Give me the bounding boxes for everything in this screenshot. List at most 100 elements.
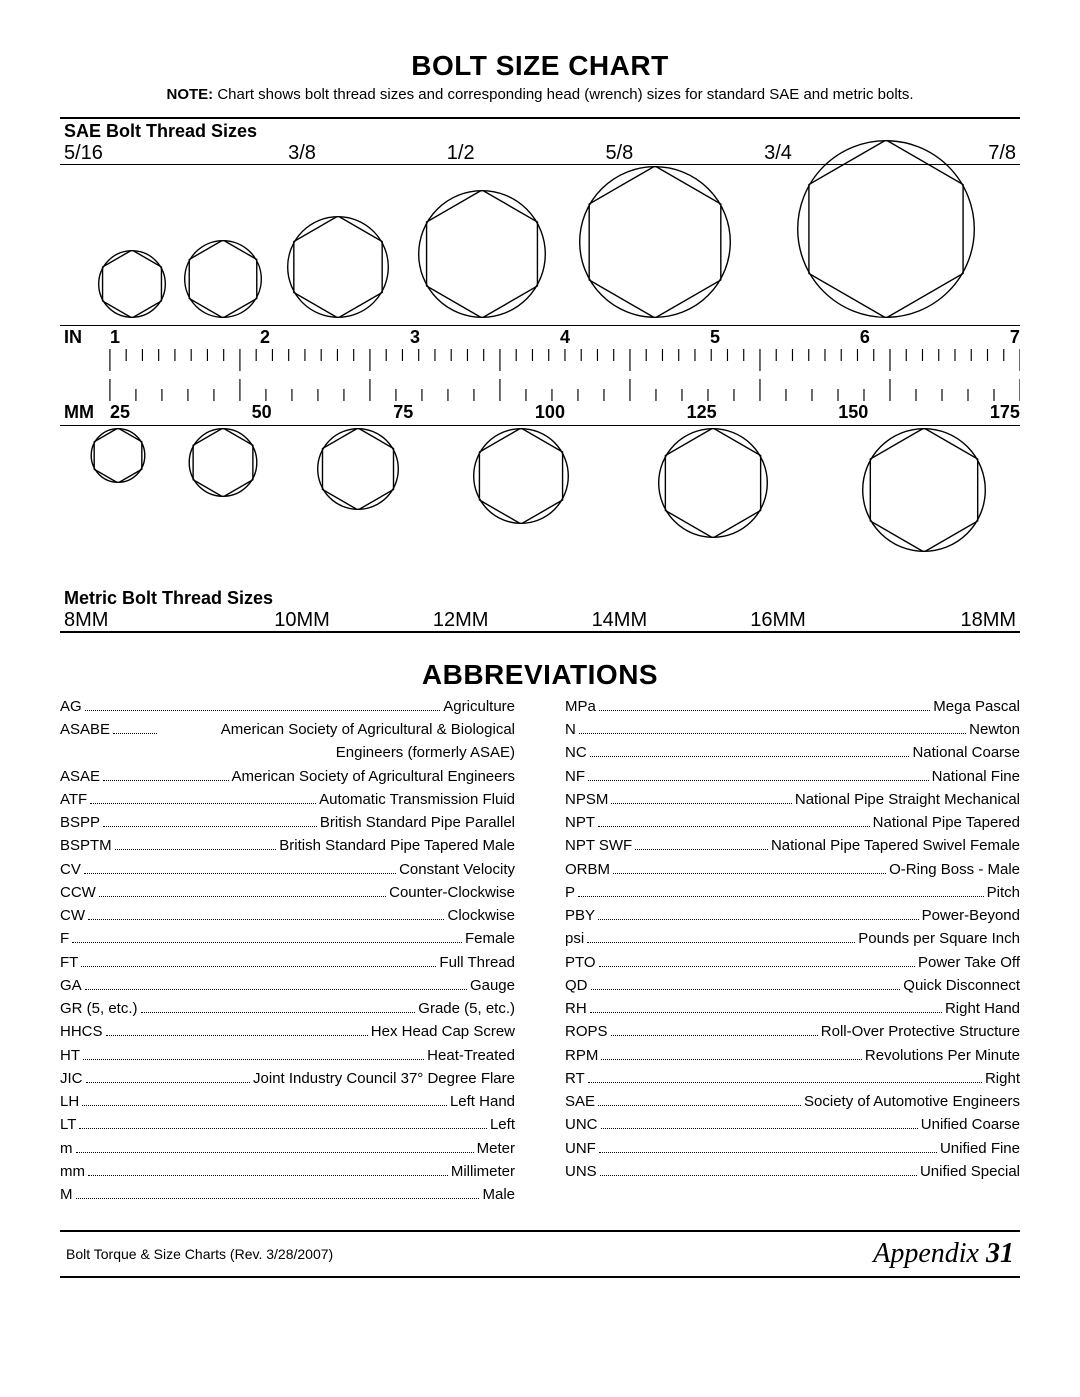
- abbrev-col-left: AGAgricultureASABEAmerican Society of Ag…: [60, 695, 515, 1207]
- abbrev-key: QD: [565, 974, 588, 997]
- abbrev-key: P: [565, 881, 575, 904]
- abbrev-row: QD Quick Disconnect: [565, 974, 1020, 997]
- abbrev-row: NPSMNational Pipe Straight Mechanical: [565, 788, 1020, 811]
- abbrev-key: ATF: [60, 788, 87, 811]
- abbrev-key: FT: [60, 951, 78, 974]
- abbrev-def: Power-Beyond: [922, 904, 1020, 927]
- abbrev-row: NCNational Coarse: [565, 741, 1020, 764]
- abbrev-key: SAE: [565, 1090, 595, 1113]
- leader-dots: [115, 838, 277, 850]
- leader-dots: [591, 978, 901, 990]
- ruler-in-number: 5: [710, 326, 720, 349]
- leader-dots: [76, 1141, 474, 1153]
- abbrev-row: ROPSRoll-Over Protective Structure: [565, 1020, 1020, 1043]
- abbrev-def: Joint Industry Council 37° Degree Flare: [253, 1067, 515, 1090]
- page: BOLT SIZE CHART NOTE: Chart shows bolt t…: [0, 0, 1080, 1318]
- abbrev-def: National Pipe Straight Mechanical: [795, 788, 1020, 811]
- bolt-hex-icon: [287, 216, 389, 323]
- bolt-hex-icon: [90, 428, 145, 488]
- abbrev-def: Full Thread: [439, 951, 515, 974]
- ruler-mm-nums: 255075100125150175: [110, 401, 1020, 424]
- abbrev-row: SAESociety of Automotive Engineers: [565, 1090, 1020, 1113]
- sae-size-label: 1/2: [381, 142, 540, 164]
- leader-dots: [579, 722, 966, 734]
- metric-size-row: 8MM10MM12MM14MM16MM18MM: [60, 609, 1020, 631]
- ruler-in-nums: 1234567: [110, 326, 1020, 349]
- abbrev-key: NPT: [565, 811, 595, 834]
- leader-dots: [141, 1001, 416, 1013]
- abbrev-col-right: MPaMega PascalNNewtonNCNational CoarseNF…: [565, 695, 1020, 1207]
- abbrev-row: HTHeat-Treated: [60, 1044, 515, 1067]
- abbrev-def: Quick Disconnect: [903, 974, 1020, 997]
- leader-dots: [613, 862, 886, 874]
- abbrev-row: PBY Power-Beyond: [565, 904, 1020, 927]
- abbrev-key: AG: [60, 695, 82, 718]
- abbrev-key: MPa: [565, 695, 596, 718]
- ruler-in-number: 3: [410, 326, 420, 349]
- abbrev-row: MPaMega Pascal: [565, 695, 1020, 718]
- bolt-hex-icon: [579, 166, 731, 323]
- leader-dots: [611, 792, 792, 804]
- abbrev-def: Power Take Off: [918, 951, 1020, 974]
- abbrev-row: BSPPBritish Standard Pipe Parallel: [60, 811, 515, 834]
- abbrev-row: FFemale: [60, 927, 515, 950]
- abbrev-columns: AGAgricultureASABEAmerican Society of Ag…: [60, 695, 1020, 1207]
- leader-dots: [85, 699, 441, 711]
- sae-size-label: 5/8: [540, 142, 699, 164]
- abbrev-def: American Society of Agricultural Enginee…: [232, 765, 515, 788]
- ruler-mm-number: 175: [990, 401, 1020, 424]
- abbrev-key: UNS: [565, 1160, 597, 1183]
- abbrev-def: Meter: [477, 1137, 515, 1160]
- unit-in: IN: [60, 326, 110, 349]
- ruler-mm-ticks: [60, 375, 1020, 401]
- leader-dots: [587, 931, 855, 943]
- abbrev-key: LH: [60, 1090, 79, 1113]
- ruler-in-number: 6: [860, 326, 870, 349]
- abbrev-row: LHLeft Hand: [60, 1090, 515, 1113]
- leader-dots: [88, 908, 444, 920]
- abbrev-def: Millimeter: [451, 1160, 515, 1183]
- abbrev-def: Left: [490, 1113, 515, 1136]
- leader-dots: [72, 931, 462, 943]
- leader-dots: [81, 955, 436, 967]
- abbrev-def: Revolutions Per Minute: [865, 1044, 1020, 1067]
- leader-dots: [83, 1048, 424, 1060]
- abbrev-key: PTO: [565, 951, 596, 974]
- abbrev-key: PBY: [565, 904, 595, 927]
- abbrev-row: BSPTM British Standard Pipe Tapered Male: [60, 834, 515, 857]
- leader-dots: [598, 908, 919, 920]
- abbrev-key: N: [565, 718, 576, 741]
- abbrev-row: UNSUnified Special: [565, 1160, 1020, 1183]
- abbrev-row: ASABEAmerican Society of Agricultural & …: [60, 718, 515, 765]
- leader-dots: [635, 838, 768, 850]
- abbrev-key: GR (5, etc.): [60, 997, 138, 1020]
- sae-hex-row: [60, 165, 1020, 325]
- abbrev-def: British Standard Pipe Parallel: [320, 811, 515, 834]
- ruler-mm-number: 125: [687, 401, 717, 424]
- abbrev-key: NPT SWF: [565, 834, 632, 857]
- note-line: NOTE: Chart shows bolt thread sizes and …: [60, 86, 1020, 103]
- abbrev-def: Pitch: [987, 881, 1020, 904]
- unit-mm: MM: [60, 401, 110, 424]
- leader-dots: [76, 1187, 480, 1199]
- abbrev-def: Gauge: [470, 974, 515, 997]
- ruler-mm-labels: MM 255075100125150175: [60, 401, 1020, 424]
- abbrev-row: GAGauge: [60, 974, 515, 997]
- leader-dots: [611, 1024, 818, 1036]
- ruler: IN 1234567 MM 255075100125150175: [60, 325, 1020, 426]
- abbrev-def: National Fine: [932, 765, 1020, 788]
- abbrev-key: BSPTM: [60, 834, 112, 857]
- ruler-in-labels: IN 1234567: [60, 326, 1020, 349]
- abbrev-key: NC: [565, 741, 587, 764]
- abbrev-def: Heat-Treated: [427, 1044, 515, 1067]
- metric-size-label: 10MM: [223, 609, 382, 631]
- abbrev-row: LTLeft: [60, 1113, 515, 1136]
- footer-revision: Bolt Torque & Size Charts (Rev. 3/28/200…: [66, 1246, 333, 1262]
- abbrev-key: RT: [565, 1067, 585, 1090]
- abbrev-def: British Standard Pipe Tapered Male: [279, 834, 515, 857]
- abbrev-def: Male: [482, 1183, 515, 1206]
- leader-dots: [103, 769, 228, 781]
- sae-heading: SAE Bolt Thread Sizes: [60, 119, 1020, 142]
- metric-size-label: 16MM: [699, 609, 858, 631]
- ruler-in-number: 7: [1010, 326, 1020, 349]
